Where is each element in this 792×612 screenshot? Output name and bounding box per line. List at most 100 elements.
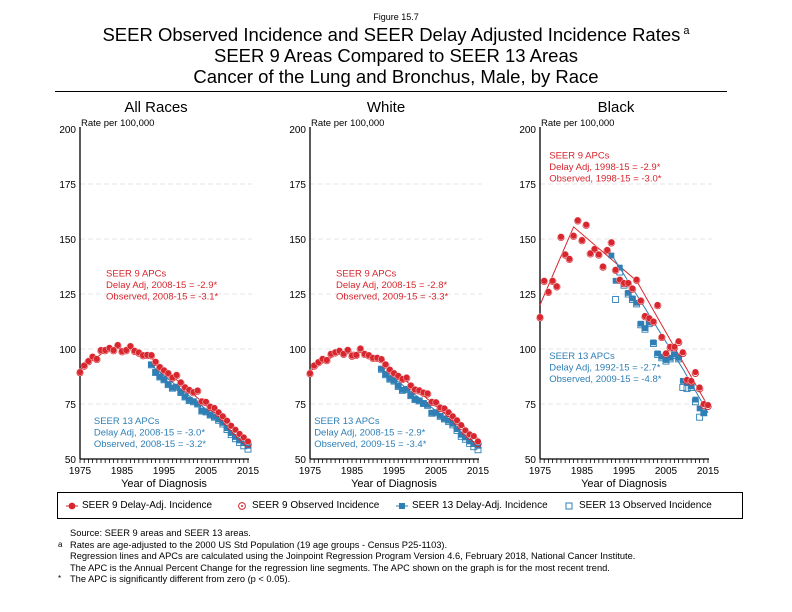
- seer9-delay-point: [202, 398, 210, 406]
- seer13-delay-point: [169, 384, 176, 391]
- seer9-delay-point: [607, 238, 615, 246]
- seer9-delay-point: [536, 313, 544, 321]
- chart-panel-white: White Rate per 100,000 50 75 100 125 150 175 200…: [289, 99, 489, 490]
- y-tick-label: 125: [59, 290, 76, 301]
- seer9-delay-point: [549, 277, 557, 285]
- seer9-delay-point: [210, 404, 218, 412]
- y-tick-label: 100: [289, 345, 306, 356]
- seer9-delay-point: [344, 346, 352, 354]
- seer13-delay-point: [475, 442, 481, 449]
- seer9-delay-point: [84, 357, 92, 365]
- chart-title-line-2: SEER 9 Areas Compared to SEER 13 Areas: [213, 45, 579, 66]
- seer13-delay-point: [190, 398, 197, 405]
- seer13-delay-point: [198, 407, 205, 414]
- seer13-delay-point: [245, 442, 251, 449]
- y-axis-label: Rate per 100,000: [81, 118, 154, 129]
- seer13-delay-point: [642, 325, 648, 331]
- seer9-apc-annotation: Observed, 2009-15 = -3.3*: [336, 291, 449, 302]
- seer13-delay-point: [152, 369, 159, 375]
- seer9-apc-annotation: SEER 9 APCs: [549, 151, 609, 162]
- footnote: a Rates are age-adjusted to the 2000 US S…: [58, 539, 448, 550]
- x-tick-label: 1995: [153, 466, 176, 477]
- footnotes: Source: SEER 9 areas and SEER 13 areas. …: [58, 528, 635, 586]
- seer9-delay-point: [570, 232, 578, 240]
- seer13-observed-point: [612, 296, 620, 303]
- seer9-delay-point: [470, 432, 478, 440]
- seer9-delay-point: [147, 351, 155, 359]
- seer13-regression-line: [610, 254, 709, 414]
- seer13-observed-point: [696, 413, 704, 421]
- title-divider: [55, 91, 727, 92]
- seer13-delay-point: [416, 397, 423, 404]
- seer9-delay-point: [306, 369, 314, 377]
- seer9-delay-point: [424, 389, 432, 397]
- panel-title: All Races: [124, 99, 187, 116]
- seer9-apc-annotation: Observed, 1998-15 = -3.0*: [549, 174, 662, 185]
- seer13-apc-annotation: Observed, 2009-15 = -4.8*: [549, 374, 662, 385]
- seer13-delay-point: [616, 264, 623, 271]
- seer13-observed-point: [700, 409, 708, 417]
- seer9-delay-point: [432, 398, 440, 406]
- seer13-delay-point: [219, 420, 226, 426]
- x-tick-label: 1985: [571, 466, 594, 477]
- seer9-delay-point: [565, 255, 573, 263]
- hollow-square-marker-icon: [565, 502, 573, 509]
- seer13-delay-point: [470, 441, 477, 447]
- seer13-delay-point: [658, 353, 665, 360]
- seer9-delay-point: [80, 362, 88, 370]
- seer9-delay-point: [637, 297, 645, 305]
- y-tick-label: 125: [519, 290, 536, 301]
- seer13-delay-point: [382, 371, 389, 378]
- seer9-delay-point: [591, 245, 599, 253]
- seer9-delay-point: [691, 368, 699, 376]
- x-tick-label: 1985: [111, 466, 134, 477]
- legend-item-seer9-delay: SEER 9 Delay-Adj. Incidence: [66, 500, 212, 511]
- figure-label: Figure 15.7: [373, 12, 419, 22]
- y-tick-label: 75: [65, 400, 77, 411]
- x-axis-label: Year of Diagnosis: [581, 478, 667, 490]
- seer13-delay-point: [165, 381, 172, 388]
- filled-square-marker-icon: [396, 502, 408, 509]
- x-tick-label: 1975: [69, 466, 92, 477]
- seer13-delay-point: [420, 400, 427, 407]
- seer9-delay-point: [126, 342, 134, 350]
- filled-circle-marker-icon: [66, 502, 78, 509]
- seer9-delay-point: [403, 374, 411, 382]
- seer9-delay-point: [540, 277, 548, 285]
- seer9-apc-annotation: Delay Adj, 2008-15 = -2.8*: [336, 280, 447, 291]
- seer9-delay-point: [561, 250, 569, 258]
- seer9-delay-point: [114, 341, 122, 349]
- seer13-delay-point: [445, 417, 452, 424]
- seer9-apc-annotation: Observed, 2008-15 = -3.1*: [106, 291, 219, 302]
- seer13-delay-point: [454, 426, 460, 432]
- seer13-delay-point: [466, 438, 473, 445]
- seer13-apc-annotation: SEER 13 APCs: [549, 351, 615, 362]
- seer13-delay-point: [148, 361, 155, 368]
- seer13-apc-annotation: Delay Adj, 2008-15 = -3.0*: [94, 427, 205, 438]
- seer13-delay-point: [412, 396, 418, 403]
- y-tick-label: 75: [295, 400, 307, 411]
- seer13-delay-point: [228, 430, 235, 436]
- seer9-delay-point: [76, 368, 84, 376]
- x-tick-label: 2005: [195, 466, 218, 477]
- seer9-delay-point: [670, 343, 678, 351]
- chart-panel-black: Black Rate per 100,000 50 75 100 125 150 175 200…: [519, 99, 719, 490]
- y-tick-label: 50: [295, 455, 307, 466]
- seer9-delay-point: [356, 345, 364, 353]
- x-axis-label: Year of Diagnosis: [351, 478, 437, 490]
- y-tick-label: 175: [59, 180, 76, 191]
- seer9-delay-point: [603, 246, 611, 254]
- y-tick-label: 175: [289, 180, 306, 191]
- seer9-delay-point: [687, 377, 695, 385]
- seer9-delay-point: [352, 351, 360, 359]
- seer13-delay-point: [671, 351, 678, 358]
- seer13-apc-annotation: Delay Adj, 1992-15 = -2.7*: [549, 362, 660, 373]
- seer9-delay-point: [152, 358, 160, 366]
- seer13-delay-point: [667, 354, 674, 361]
- seer9-apc-annotation: Delay Adj, 2008-15 = -2.9*: [106, 280, 217, 291]
- seer9-delay-point: [628, 285, 636, 293]
- seer13-observed-point: [679, 384, 687, 391]
- seer13-delay-point: [236, 437, 243, 444]
- seer9-delay-point: [658, 333, 666, 341]
- seer13-apc-annotation: SEER 13 APCs: [94, 416, 160, 427]
